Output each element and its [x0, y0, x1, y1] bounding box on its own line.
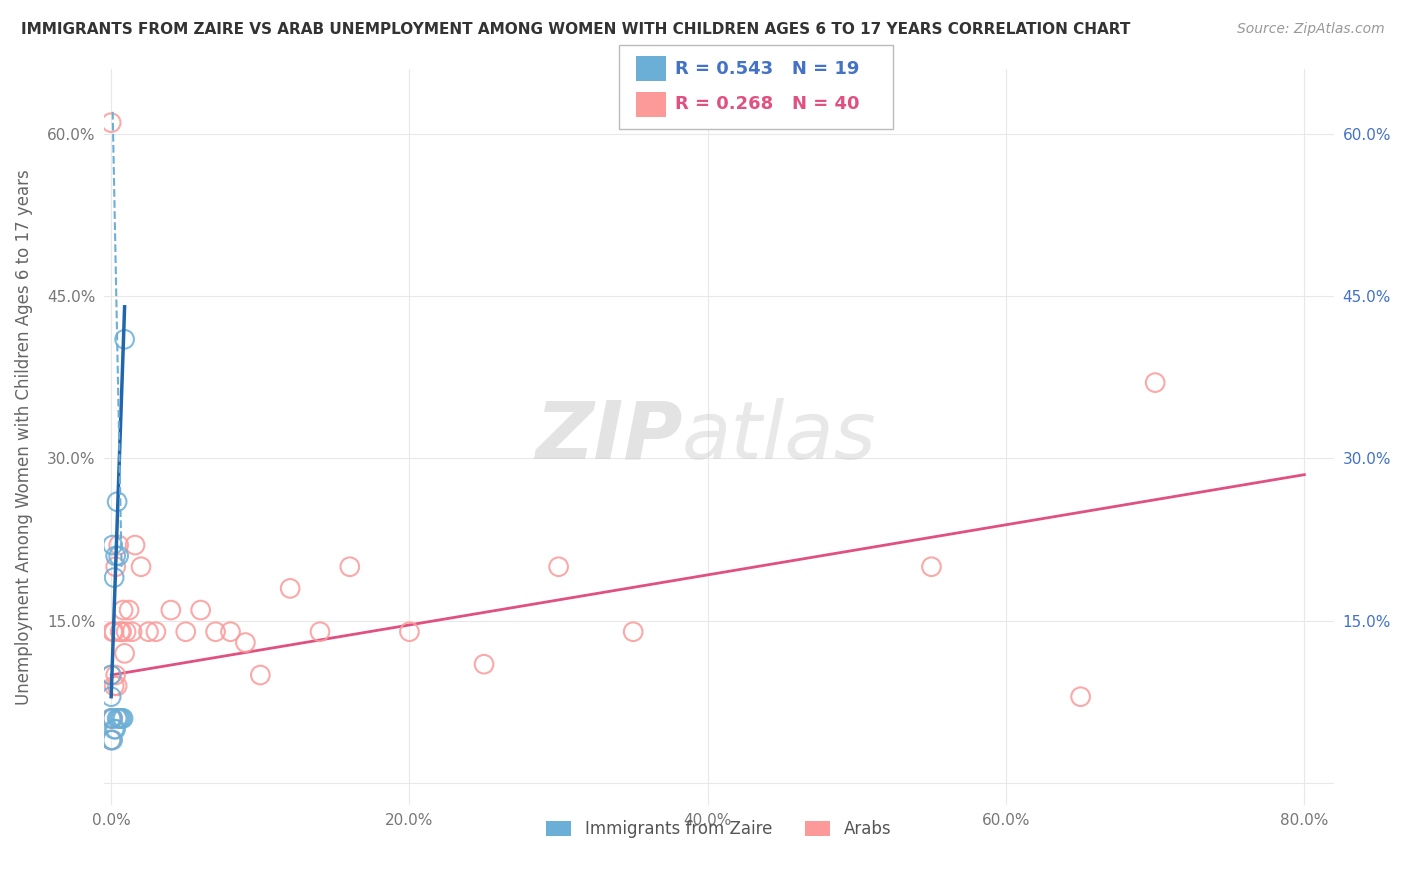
Point: [921, 559, 943, 574]
Point: [174, 624, 197, 639]
Point: [309, 624, 332, 639]
Point: [145, 624, 167, 639]
Point: [101, 711, 124, 725]
Point: [104, 722, 127, 736]
Point: [129, 559, 152, 574]
Point: [398, 624, 420, 639]
Point: [249, 668, 271, 682]
Text: R = 0.268   N = 40: R = 0.268 N = 40: [675, 95, 859, 113]
Point: [1070, 690, 1092, 704]
Point: [103, 570, 125, 584]
Point: [121, 624, 143, 639]
Point: [118, 603, 141, 617]
Point: [100, 668, 122, 682]
Point: [105, 711, 128, 725]
Point: [103, 679, 125, 693]
Point: [111, 711, 134, 725]
Point: [107, 711, 129, 725]
Point: [190, 603, 212, 617]
Point: [124, 538, 146, 552]
Point: [101, 538, 124, 552]
Point: [108, 624, 131, 639]
Text: Source: ZipAtlas.com: Source: ZipAtlas.com: [1237, 22, 1385, 37]
Point: [107, 549, 129, 563]
Point: [105, 494, 128, 508]
Point: [101, 733, 124, 747]
Point: [138, 624, 160, 639]
Point: [278, 582, 301, 596]
Point: [339, 559, 361, 574]
Point: [100, 711, 122, 725]
Text: atlas: atlas: [682, 398, 877, 475]
Point: [100, 711, 122, 725]
Point: [112, 603, 135, 617]
Point: [472, 657, 495, 672]
Point: [114, 332, 136, 346]
Point: [621, 624, 644, 639]
Point: [105, 679, 128, 693]
Point: [111, 624, 134, 639]
Point: [160, 603, 183, 617]
Point: [114, 646, 136, 660]
Point: [100, 733, 122, 747]
Point: [104, 668, 127, 682]
Point: [100, 690, 122, 704]
Point: [112, 711, 135, 725]
Point: [103, 624, 125, 639]
Point: [101, 624, 124, 639]
Text: ZIP: ZIP: [534, 398, 682, 475]
Point: [547, 559, 569, 574]
Point: [107, 538, 129, 552]
Point: [219, 624, 242, 639]
Point: [100, 668, 122, 682]
Point: [115, 624, 138, 639]
Point: [104, 549, 127, 563]
Point: [101, 711, 124, 725]
Legend: Immigrants from Zaire, Arabs: Immigrants from Zaire, Arabs: [540, 814, 898, 845]
Text: R = 0.543   N = 19: R = 0.543 N = 19: [675, 60, 859, 78]
Y-axis label: Unemployment Among Women with Children Ages 6 to 17 years: Unemployment Among Women with Children A…: [15, 169, 32, 705]
Point: [204, 624, 226, 639]
Point: [103, 722, 125, 736]
Point: [1144, 376, 1167, 390]
Point: [108, 711, 131, 725]
Text: IMMIGRANTS FROM ZAIRE VS ARAB UNEMPLOYMENT AMONG WOMEN WITH CHILDREN AGES 6 TO 1: IMMIGRANTS FROM ZAIRE VS ARAB UNEMPLOYME…: [21, 22, 1130, 37]
Point: [235, 635, 257, 649]
Point: [104, 559, 127, 574]
Point: [100, 116, 122, 130]
Point: [100, 733, 122, 747]
